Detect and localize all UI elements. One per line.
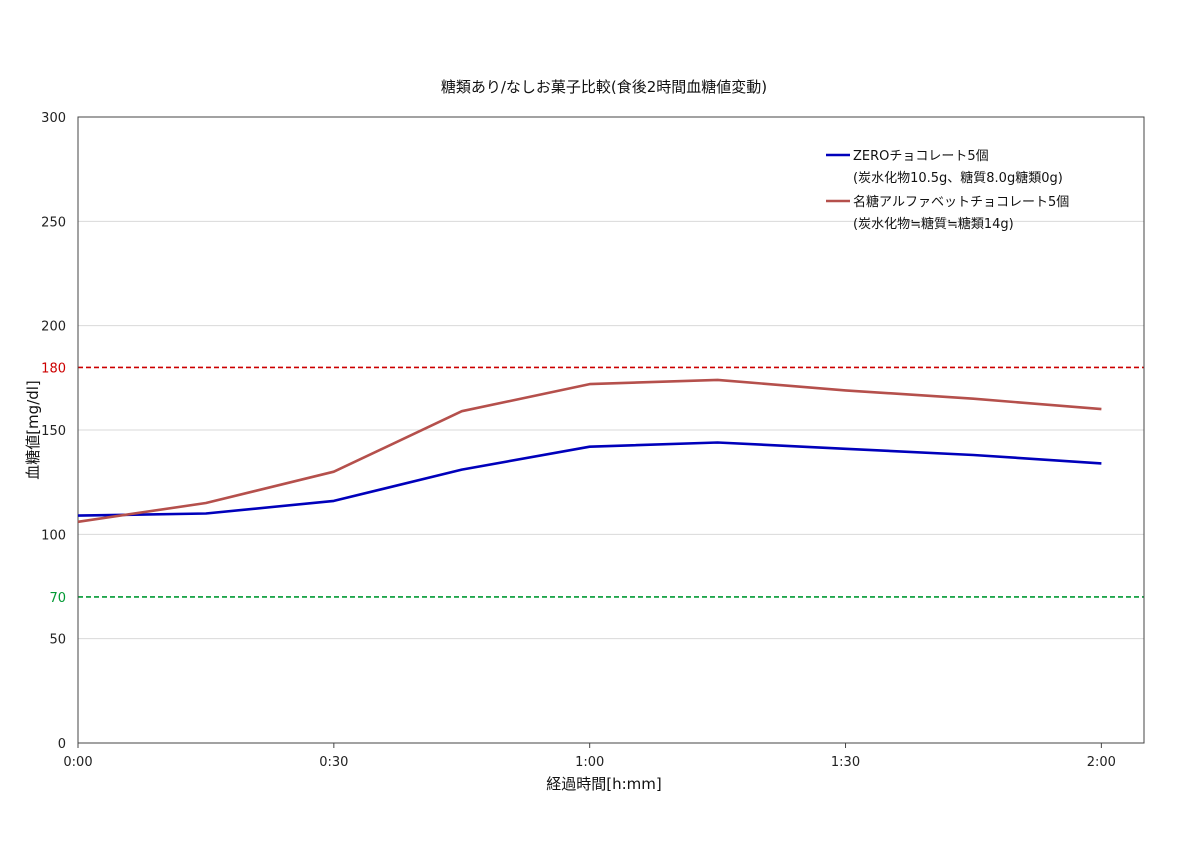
legend-label-zero: ZEROチョコレート5個 <box>853 149 989 164</box>
reference-label-180: 180 <box>41 361 66 376</box>
x-tick-label: 0:30 <box>319 755 348 770</box>
y-tick-label: 250 <box>41 215 66 230</box>
plot-area <box>77 116 1145 744</box>
y-tick-label: 100 <box>41 528 66 543</box>
y-tick-label: 200 <box>41 320 66 335</box>
chart-title: 糖類あり/なしお菓子比較(食後2時間血糖値変動) <box>441 78 767 96</box>
series-line-1 <box>77 378 1102 524</box>
legend-note-meito: (炭水化物≒糖質≒糖類14g) <box>853 216 1014 232</box>
reference-label-70: 70 <box>49 591 66 606</box>
y-tick-label: 300 <box>41 111 66 126</box>
y-tick-label: 0 <box>58 737 66 752</box>
reference-lines: 180 70 <box>41 361 1144 606</box>
y-tick-label: 150 <box>41 424 66 439</box>
legend-label-meito: 名糖アルファベットチョコレート5個 <box>853 194 1069 210</box>
grid-lines <box>78 220 1144 640</box>
x-axis-title: 経過時間[h:mm] <box>546 775 662 793</box>
x-tick-label: 2:00 <box>1087 755 1116 770</box>
x-tick-label: 0:00 <box>63 755 92 770</box>
y-axis-title: 血糖値[mg/dl] <box>24 380 42 480</box>
x-tick-label: 1:00 <box>575 755 604 770</box>
series-line-0 <box>77 441 1102 517</box>
series-lines <box>77 378 1102 524</box>
y-tick-label: 50 <box>49 633 66 648</box>
x-tick-label: 1:30 <box>831 755 860 770</box>
y-axis-ticks: 0 50 100 150 200 250 300 <box>41 111 66 752</box>
x-axis-ticks: 0:00 0:30 1:00 1:30 2:00 <box>63 743 1116 770</box>
legend-note-zero: (炭水化物10.5g、糖質8.0g糖類0g) <box>853 170 1063 186</box>
legend: ZEROチョコレート5個 (炭水化物10.5g、糖質8.0g糖類0g) 名糖アル… <box>826 149 1069 232</box>
